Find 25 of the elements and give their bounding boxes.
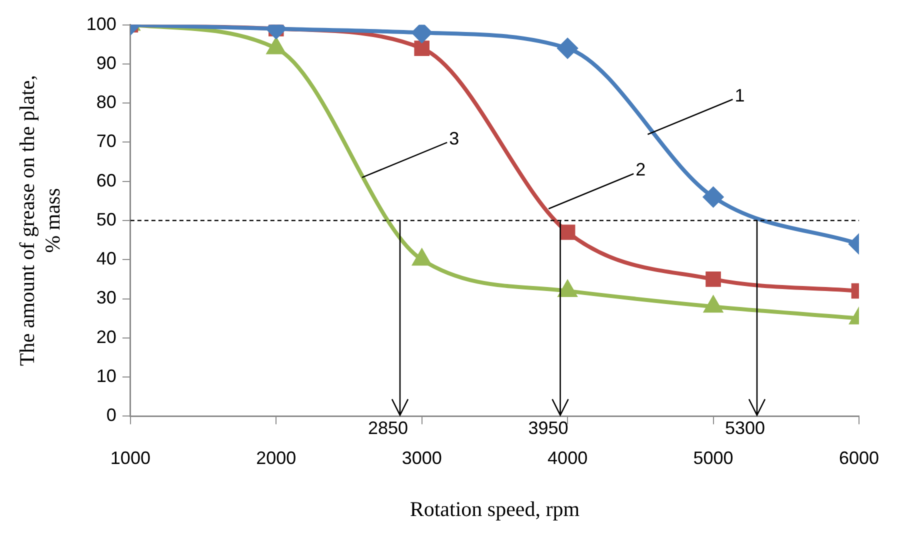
y-tick-label: 10 (96, 366, 116, 386)
y-tick-label: 0 (106, 405, 116, 426)
y-tick-label: 80 (96, 92, 116, 112)
y-tick-label: 70 (96, 131, 116, 152)
annotation: 1 (734, 85, 745, 106)
annotation: 2 (636, 160, 646, 180)
x-tick-label: 6000 (838, 448, 879, 468)
ref-line-label: 3950 (528, 418, 568, 438)
y-tick-label: 90 (96, 52, 116, 73)
x-tick-label: 2000 (256, 448, 296, 468)
y-tick-label: 50 (96, 209, 116, 230)
x-axis-title: Rotation speed, rpm (410, 496, 580, 521)
ref-line-label: 2850 (368, 418, 408, 438)
x-tick-label: 5000 (693, 448, 734, 468)
y-tick-label: 100 (86, 14, 116, 34)
x-tick-label: 3000 (402, 448, 442, 468)
y-tick-label: 20 (96, 326, 116, 347)
x-tick-label: 1000 (110, 448, 150, 468)
ref-line-label: 5300 (724, 418, 766, 438)
y-axis-title: The amount of grease on the plate, % mass (15, 75, 64, 366)
x-tick-label: 4000 (548, 448, 588, 468)
y-tick-label: 40 (96, 248, 116, 269)
y-tick-label: 60 (96, 170, 116, 190)
annotation: 3 (449, 128, 460, 148)
y-tick-label: 30 (96, 288, 116, 308)
